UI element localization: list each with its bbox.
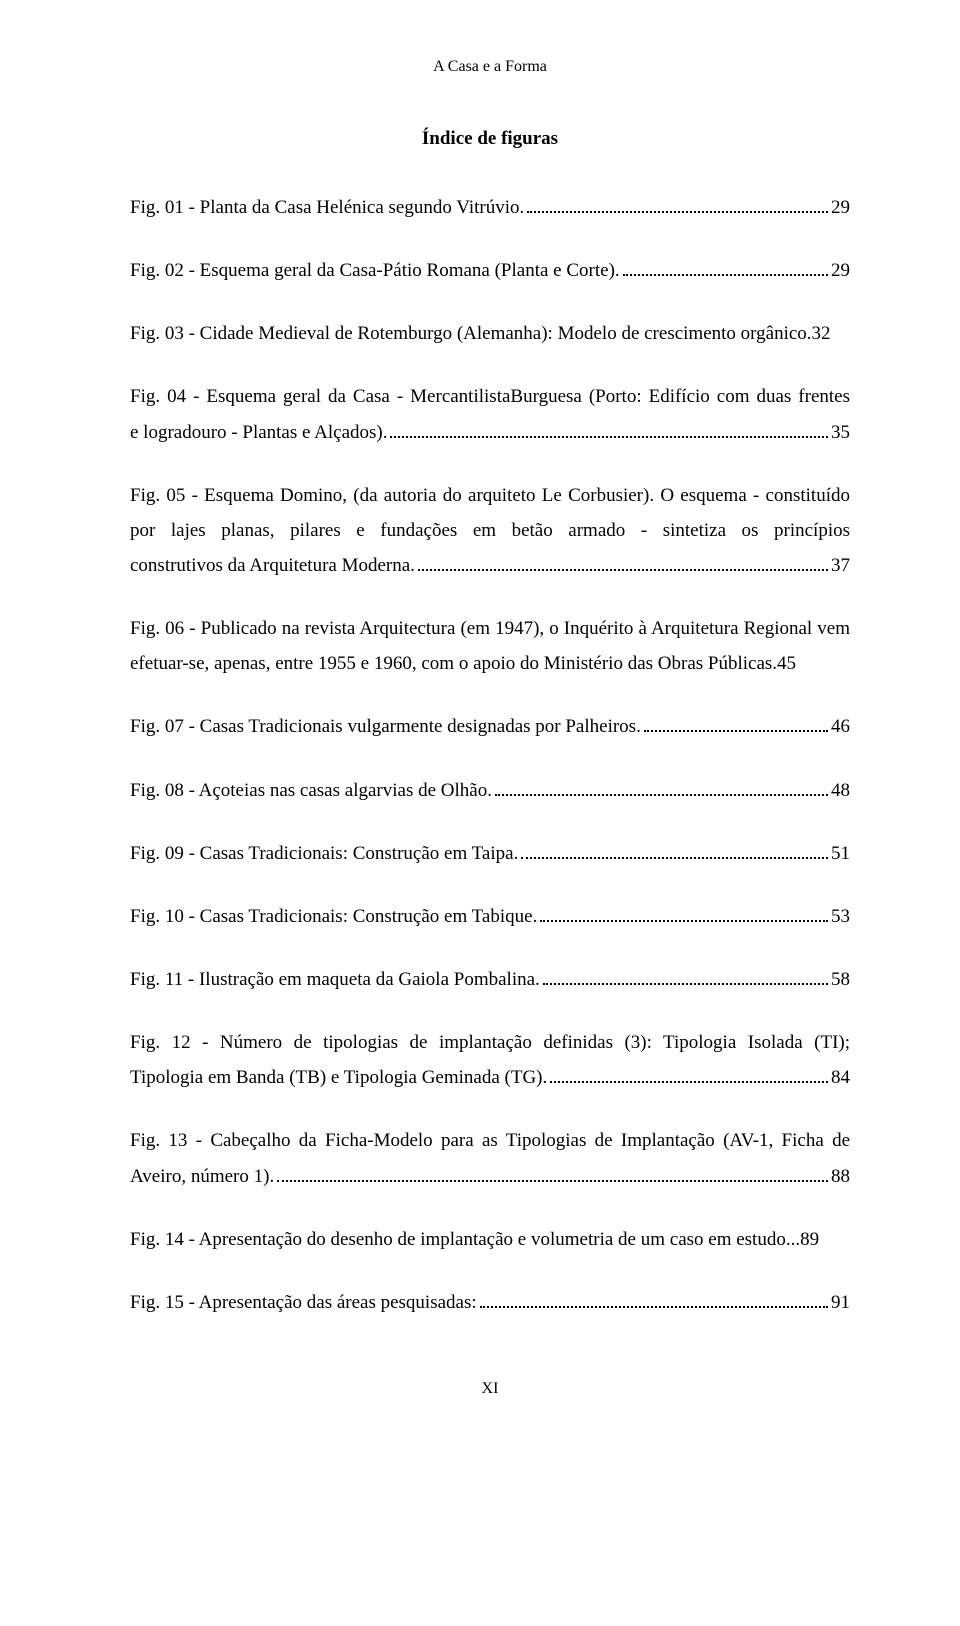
toc-entry-text: Fig. 06 - Publicado na revista Arquitect… — [130, 611, 850, 681]
toc-entry: Fig. 11 - Ilustração em maqueta da Gaiol… — [130, 962, 850, 997]
toc-entry-page: 89 — [800, 1222, 819, 1257]
toc-entry-text: Fig. 13 - Cabeçalho da Ficha-Modelo para… — [130, 1123, 850, 1158]
toc-entry: Fig. 02 - Esquema geral da Casa-Pátio Ro… — [130, 253, 850, 288]
toc-entry: Fig. 09 - Casas Tradicionais: Construção… — [130, 836, 850, 871]
section-title: Índice de figuras — [130, 128, 850, 150]
toc-entry-text: Fig. 03 - Cidade Medieval de Rotemburgo … — [130, 316, 850, 351]
toc-entry-label: Tipologia em Banda (TB) e Tipologia Gemi… — [130, 1060, 547, 1095]
toc-entry: Fig. 07 - Casas Tradicionais vulgarmente… — [130, 709, 850, 744]
toc-entry-page: 51 — [831, 836, 850, 871]
page-number-footer: XI — [130, 1380, 850, 1398]
leader-dots — [390, 418, 828, 437]
toc-entry: Fig. 13 - Cabeçalho da Ficha-Modelo para… — [130, 1123, 850, 1193]
leader-dots — [495, 776, 828, 795]
toc-entry-page: 88 — [831, 1159, 850, 1194]
page-header: A Casa e a Forma — [130, 58, 850, 76]
toc-entry-label: e logradouro - Plantas e Alçados). — [130, 415, 387, 450]
toc-entry-page: 91 — [831, 1285, 850, 1320]
leader-dots: .. — [791, 1222, 801, 1257]
leader-dots — [543, 966, 828, 985]
toc-entry-page: 29 — [831, 190, 850, 225]
toc-entry-label: construtivos da Arquitetura Moderna. — [130, 548, 415, 583]
leader-dots — [480, 1289, 828, 1308]
toc-entry-text: Fig. 12 - Número de tipologias de implan… — [130, 1025, 850, 1060]
toc-entry-label: Fig. 11 - Ilustração em maqueta da Gaiol… — [130, 962, 540, 997]
toc-entry-label: Fig. 07 - Casas Tradicionais vulgarmente… — [130, 709, 641, 744]
toc-entry: Fig. 12 - Número de tipologias de implan… — [130, 1025, 850, 1095]
toc-entry: Fig. 01 - Planta da Casa Helénica segund… — [130, 190, 850, 225]
toc-entry-page: 37 — [831, 548, 850, 583]
toc-entry-page: 29 — [831, 253, 850, 288]
toc-entry-label: Fig. 01 - Planta da Casa Helénica segund… — [130, 190, 524, 225]
toc-entry-text: Fig. 05 - Esquema Domino, (da autoria do… — [130, 478, 850, 548]
toc-entry: Fig. 10 - Casas Tradicionais: Construção… — [130, 899, 850, 934]
toc-entry-label: Fig. 09 - Casas Tradicionais: Construção… — [130, 836, 518, 871]
toc-entry-label: Fig. 10 - Casas Tradicionais: Construção… — [130, 899, 537, 934]
toc-entry: Fig. 08 - Açoteias nas casas algarvias d… — [130, 773, 850, 808]
leader-dots — [623, 257, 828, 276]
toc-entry: Fig. 15 - Apresentação das áreas pesquis… — [130, 1285, 850, 1320]
toc-entry-page: 48 — [831, 773, 850, 808]
toc-entry-page: 46 — [831, 709, 850, 744]
toc-entry-text: Fig. 04 - Esquema geral da Casa - Mercan… — [130, 379, 850, 414]
toc-entry: Fig. 14 - Apresentação do desenho de imp… — [130, 1222, 850, 1257]
toc-entry-label: Fig. 02 - Esquema geral da Casa-Pátio Ro… — [130, 253, 620, 288]
toc-entry-label: Fig. 15 - Apresentação das áreas pesquis… — [130, 1285, 477, 1320]
leader-dots — [521, 840, 828, 859]
toc-entry-label: Fig. 08 - Açoteias nas casas algarvias d… — [130, 773, 492, 808]
toc-entry-page: 84 — [831, 1060, 850, 1095]
toc-entry: Fig. 06 - Publicado na revista Arquitect… — [130, 611, 850, 681]
toc-entry: Fig. 04 - Esquema geral da Casa - Mercan… — [130, 379, 850, 449]
toc-entries: Fig. 01 - Planta da Casa Helénica segund… — [130, 190, 850, 1320]
leader-dots — [527, 194, 828, 213]
toc-entry: Fig. 03 - Cidade Medieval de Rotemburgo … — [130, 316, 850, 351]
toc-entry-page: 58 — [831, 962, 850, 997]
leader-dots — [418, 552, 828, 571]
toc-entry-label: Fig. 14 - Apresentação do desenho de imp… — [130, 1222, 791, 1257]
toc-entry-label: Aveiro, número 1). — [130, 1159, 274, 1194]
leader-dots — [550, 1064, 828, 1083]
leader-dots — [540, 903, 828, 922]
leader-dots — [277, 1162, 828, 1181]
toc-entry: Fig. 05 - Esquema Domino, (da autoria do… — [130, 478, 850, 583]
toc-entry-page: 35 — [831, 415, 850, 450]
toc-entry-page: 53 — [831, 899, 850, 934]
leader-dots — [644, 713, 828, 732]
